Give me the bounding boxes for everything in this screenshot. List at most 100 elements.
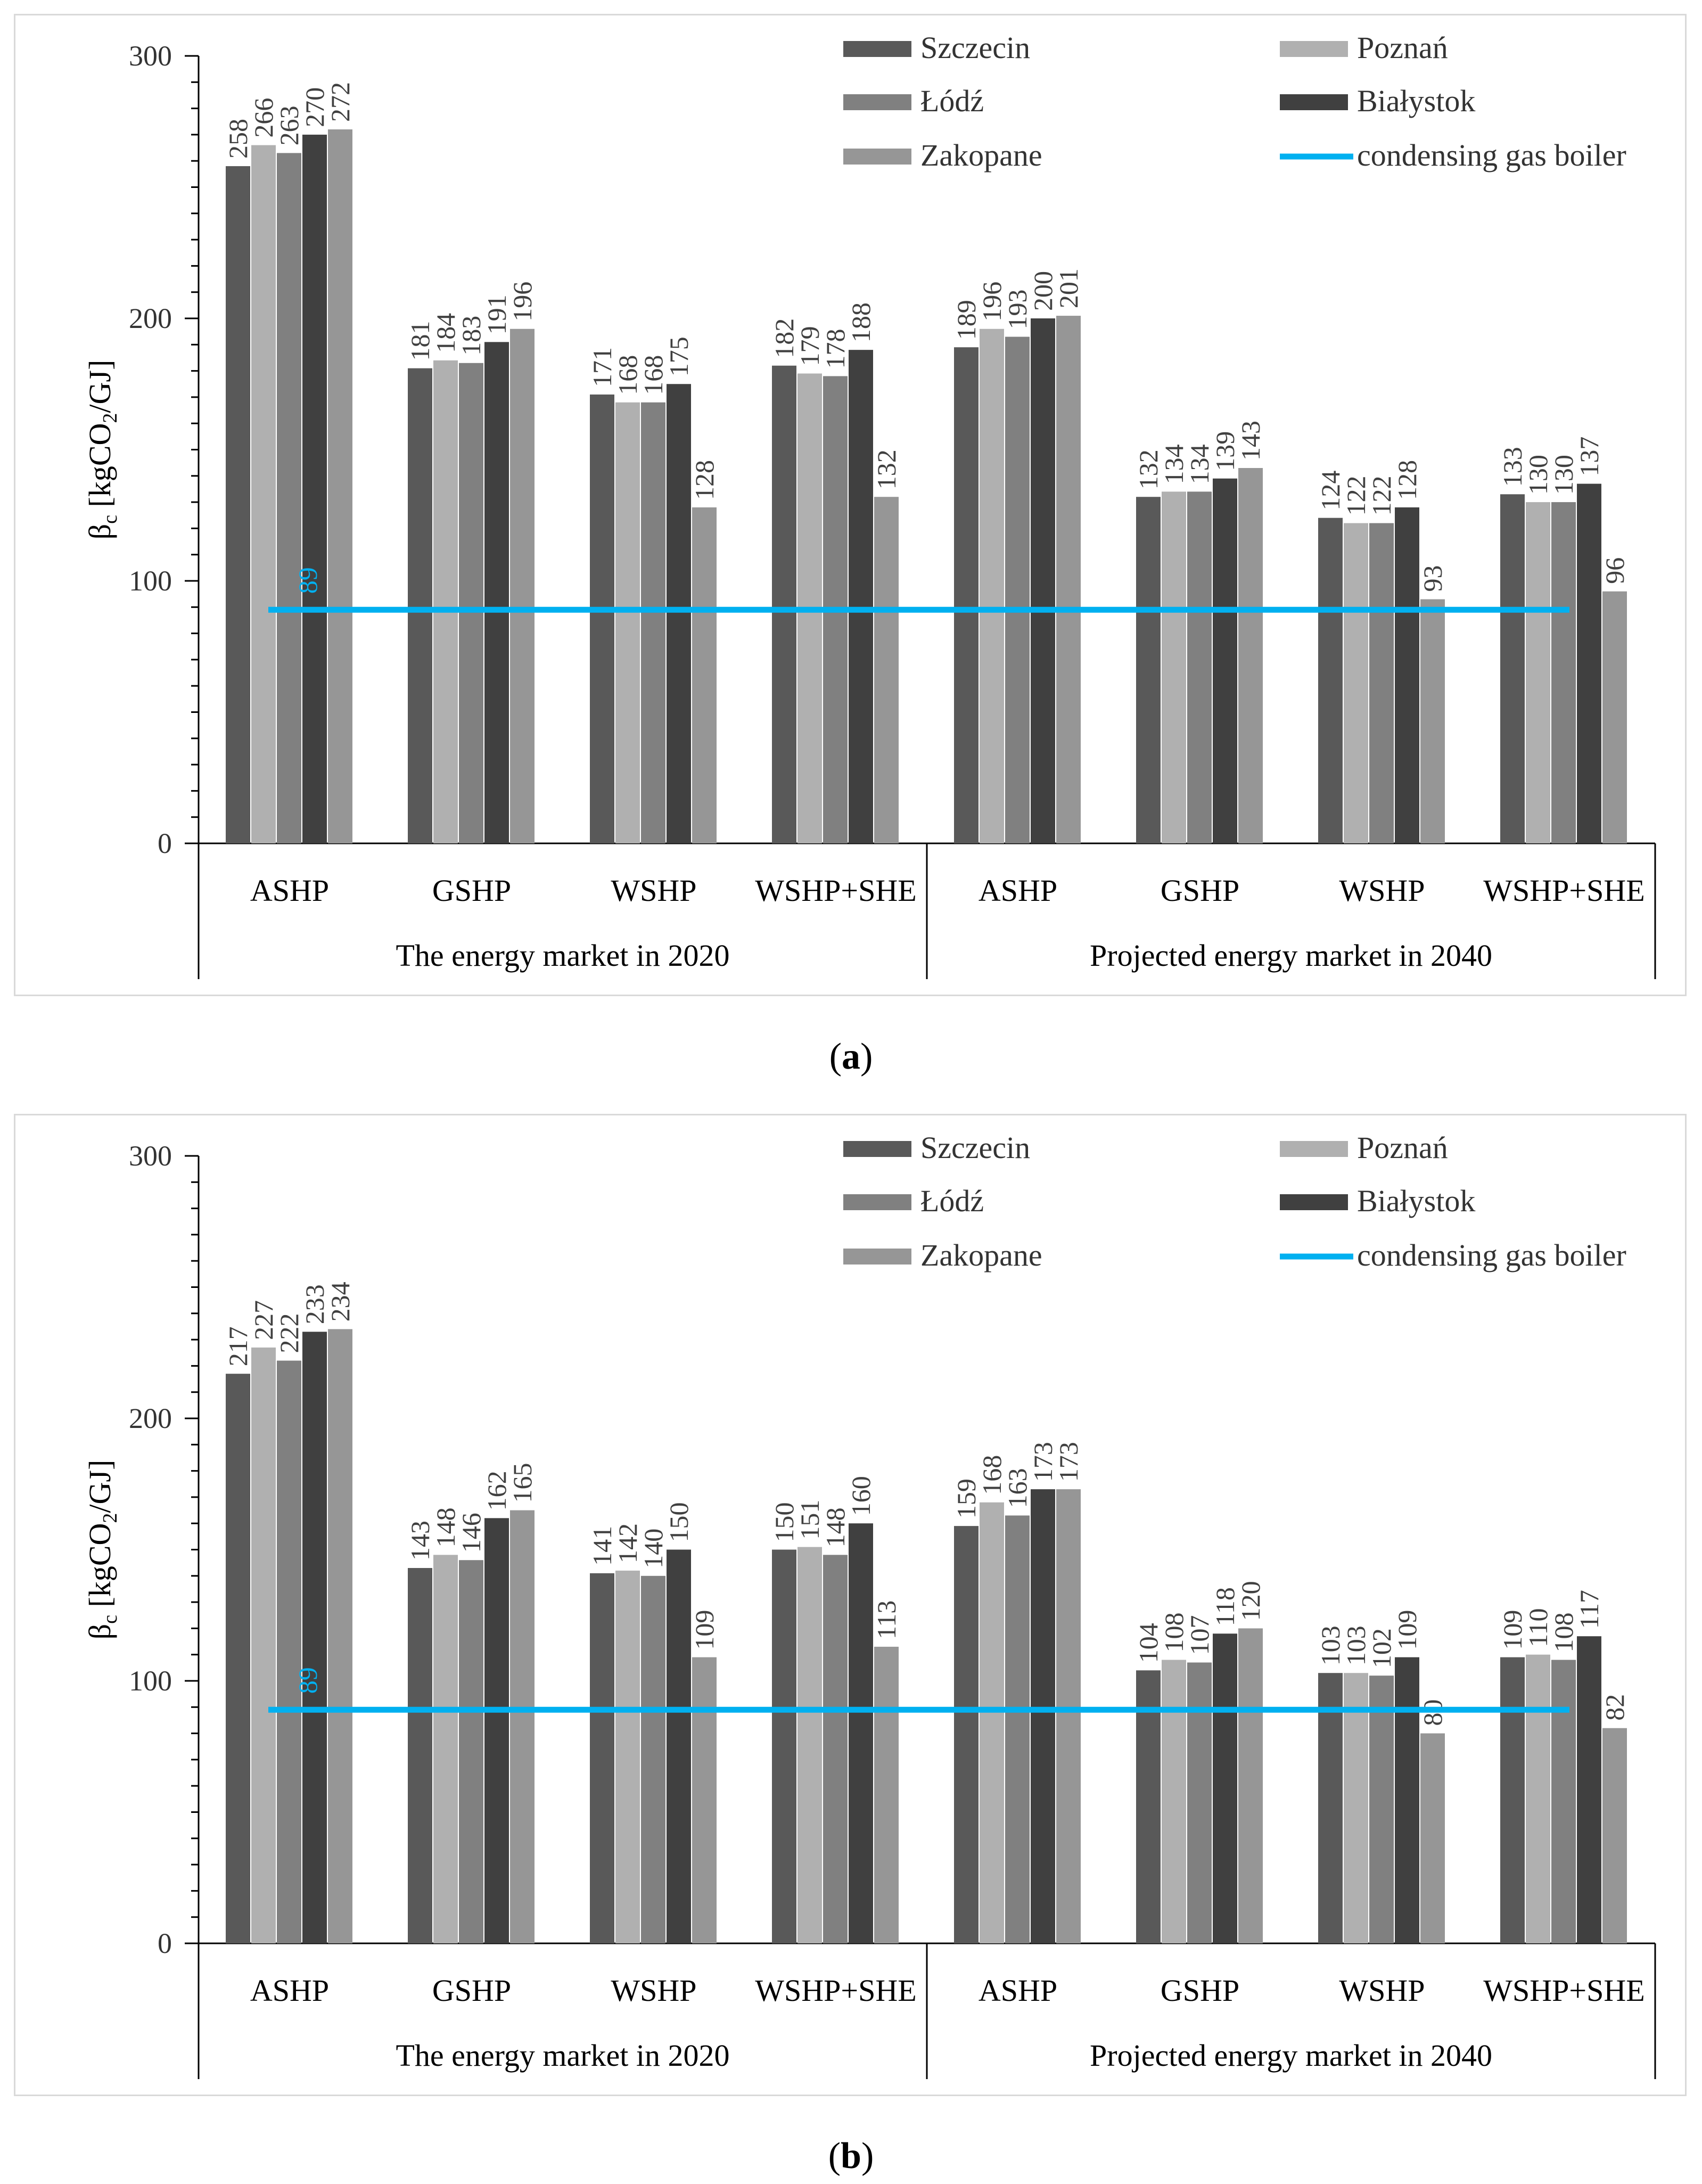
bar-Białystok-3 — [849, 350, 873, 843]
bar-Łódź-2 — [641, 1575, 665, 1943]
data-label: 103 — [1341, 1625, 1371, 1665]
legend-label: Białystok — [1357, 84, 1475, 118]
legend-swatch — [843, 149, 911, 165]
chart-panel-b: 0 100 200 300 βc [kgCO2/GJ] 217 227 222 233 234 AS… — [14, 1114, 1687, 2096]
bar-Zakopane-3 — [874, 1646, 899, 1943]
bar-Poznań-1 — [433, 360, 458, 843]
bar-Białystok-0 — [302, 1332, 327, 1943]
bar-Zakopane-4 — [1056, 316, 1081, 843]
data-label: 217 — [223, 1326, 253, 1366]
legend-label: condensing gas boiler — [1357, 138, 1626, 173]
bar-Łódź-0 — [277, 1360, 301, 1943]
legend-label: Białystok — [1357, 1184, 1475, 1218]
data-label: 96 — [1600, 557, 1630, 584]
bar-Białystok-1 — [484, 342, 509, 843]
bar-Łódź-1 — [459, 1560, 483, 1943]
data-label: 109 — [1498, 1610, 1527, 1650]
bar-Poznań-5 — [1162, 1660, 1186, 1943]
bar-Zakopane-1 — [510, 329, 535, 843]
data-label: 266 — [249, 98, 278, 138]
bar-Poznań-5 — [1162, 491, 1186, 843]
x-category-label: WSHP+SHE — [755, 1973, 916, 2008]
bar-Zakopane-1 — [510, 1510, 535, 1943]
data-label: 107 — [1185, 1615, 1214, 1655]
x-category-label: WSHP+SHE — [755, 873, 916, 908]
x-category-label: ASHP — [250, 1973, 329, 2008]
data-label: 109 — [689, 1610, 719, 1650]
data-label: 178 — [820, 329, 850, 368]
group-label: Projected energy market in 2040 — [1090, 938, 1492, 973]
bar-Białystok-7 — [1577, 1636, 1601, 1943]
caption-a-letter: a — [842, 1036, 860, 1077]
data-label: 128 — [689, 460, 719, 500]
bar-Poznań-1 — [433, 1555, 458, 1943]
data-label: 200 — [1028, 271, 1058, 311]
data-label: 162 — [482, 1471, 512, 1510]
data-label: 163 — [1002, 1468, 1032, 1508]
data-label: 191 — [482, 294, 512, 334]
bar-Białystok-3 — [849, 1523, 873, 1943]
bar-Łódź-5 — [1187, 1662, 1212, 1943]
data-label: 272 — [325, 82, 355, 122]
data-label: 234 — [325, 1282, 355, 1321]
legend-label: Poznań — [1357, 30, 1448, 65]
data-label: 140 — [638, 1529, 668, 1569]
y-tick-label: 200 — [129, 302, 172, 334]
y-tick-label: 100 — [129, 1665, 172, 1697]
data-label: 93 — [1418, 565, 1448, 592]
bar-Szczecin-1 — [408, 368, 432, 843]
legend-label: Łódź — [920, 84, 984, 118]
data-label: 258 — [223, 119, 253, 159]
x-category-label: GSHP — [1161, 1973, 1239, 2008]
x-category-label: GSHP — [1161, 873, 1239, 908]
data-label: 117 — [1574, 1590, 1604, 1629]
bar-Zakopane-7 — [1602, 591, 1627, 843]
caption-a: (a) — [829, 1036, 873, 1077]
data-label: 104 — [1133, 1623, 1163, 1663]
bar-Zakopane-0 — [328, 129, 352, 843]
data-label: 143 — [1236, 421, 1265, 461]
legend-label: Szczecin — [920, 30, 1030, 65]
data-label: 148 — [431, 1507, 461, 1547]
bar-Szczecin-0 — [226, 1374, 250, 1943]
bar-Zakopane-2 — [692, 507, 717, 843]
bar-Szczecin-3 — [772, 365, 796, 843]
data-label: 108 — [1549, 1613, 1578, 1653]
legend-swatch — [843, 1249, 911, 1265]
bar-Poznań-0 — [251, 1347, 276, 1943]
data-label: 168 — [638, 355, 668, 395]
data-label: 150 — [769, 1502, 799, 1542]
bar-Białystok-6 — [1395, 507, 1419, 843]
x-category-label: GSHP — [432, 1973, 511, 2008]
bar-Zakopane-6 — [1420, 1733, 1445, 1943]
bar-Szczecin-6 — [1318, 1673, 1343, 1943]
data-label: 150 — [664, 1502, 694, 1542]
bar-Szczecin-7 — [1500, 494, 1525, 843]
data-label: 189 — [951, 300, 981, 340]
data-label: 159 — [951, 1479, 981, 1518]
bar-Białystok-0 — [302, 134, 327, 843]
legend-swatch — [1280, 1194, 1348, 1210]
legend-swatch — [843, 1141, 911, 1157]
bar-Poznań-7 — [1526, 1654, 1550, 1943]
data-label: 148 — [820, 1507, 850, 1547]
bar-Łódź-0 — [277, 153, 301, 843]
bar-Łódź-5 — [1187, 491, 1212, 843]
bar-Zakopane-3 — [874, 497, 899, 843]
data-label: 201 — [1054, 268, 1083, 308]
legend-label: Łódź — [920, 1184, 984, 1218]
bar-Szczecin-2 — [590, 1573, 614, 1943]
data-label: 134 — [1185, 444, 1214, 484]
data-label: 143 — [405, 1521, 435, 1561]
caption-b: (b) — [828, 2136, 874, 2177]
data-label: 130 — [1549, 455, 1578, 495]
caption-b-letter: b — [841, 2136, 861, 2177]
bar-Białystok-1 — [484, 1518, 509, 1943]
data-label: 184 — [431, 313, 461, 353]
data-label: 171 — [587, 347, 617, 387]
data-label: 182 — [769, 318, 799, 358]
bar-Zakopane-0 — [328, 1329, 352, 1943]
bar-Zakopane-5 — [1238, 468, 1263, 843]
